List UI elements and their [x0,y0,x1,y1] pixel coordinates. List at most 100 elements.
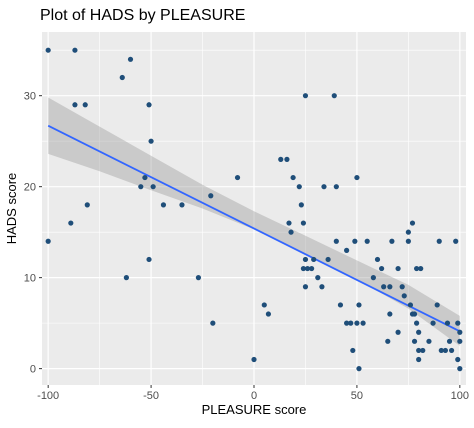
data-point [444,320,451,326]
data-point [300,265,306,272]
data-point [352,238,358,244]
data-point [333,238,339,244]
data-point [150,184,156,190]
data-point [416,329,422,335]
data-point [68,220,74,226]
y-tick-label: 10 [24,273,36,285]
data-point [416,356,422,363]
y-tick-label: 30 [24,91,36,103]
data-point [387,284,393,290]
data-point [399,284,405,290]
data-point [311,256,317,263]
x-tick-label: 50 [351,390,363,402]
data-point [302,284,309,290]
data-point [146,256,152,263]
data-point [45,238,51,244]
data-point [414,265,420,272]
data-point [379,265,385,272]
data-point [411,338,418,344]
data-point [381,284,387,290]
data-point [457,366,463,372]
data-point [434,302,440,308]
data-point [344,320,350,326]
data-point [455,320,461,326]
data-point [350,347,356,354]
data-point [405,229,411,235]
data-point [195,275,202,281]
data-point [348,320,354,326]
data-point [354,174,360,181]
data-point [395,265,401,272]
data-points [45,47,463,372]
data-point [414,320,420,326]
data-point [265,311,272,317]
data-point [446,338,453,344]
data-point [300,220,306,226]
data-point [411,311,418,317]
data-point [72,47,78,53]
data-point [84,202,90,208]
data-point [389,238,395,244]
data-point [290,174,296,181]
data-point [251,356,257,363]
data-point [426,338,432,344]
data-point [453,238,459,244]
data-point [148,138,154,144]
data-point [208,193,214,199]
data-point [409,220,416,226]
data-point [385,338,391,344]
data-point [261,302,267,308]
data-point [72,102,78,108]
data-point [354,320,360,326]
data-point [331,93,337,99]
data-point [325,256,331,263]
data-point [284,156,290,162]
y-axis-label: HADS score [4,173,19,245]
data-point [304,265,311,272]
data-point [370,275,376,281]
data-point [436,238,442,244]
data-point [364,238,370,244]
data-point [430,320,436,326]
data-point [442,347,449,354]
data-point [286,220,292,226]
data-point [127,56,134,62]
data-point [288,229,294,235]
data-point [119,74,125,81]
data-point [344,247,350,253]
data-point [438,347,444,354]
x-tick-label: 0 [251,390,257,402]
data-point [296,184,302,190]
data-point [407,302,414,308]
data-point [401,293,407,299]
data-point [138,184,144,190]
data-point [387,311,393,317]
major-gridlines [42,32,466,385]
chart-title: Plot of HADS by PLEASURE [40,7,245,24]
data-point [333,184,339,190]
data-point [395,329,401,335]
data-point [405,238,411,244]
data-point [337,302,344,308]
data-point [420,347,426,354]
data-point [418,265,424,272]
x-tick-label: -50 [143,390,159,402]
data-point [457,329,463,335]
data-point [146,102,152,108]
x-axis-ticks: -100 -50 0 50 100 [37,385,469,402]
y-axis-ticks: 0 10 20 30 [24,91,42,376]
data-point [448,347,455,354]
data-point [234,174,241,181]
data-point [210,320,216,326]
y-tick-label: 20 [24,182,36,194]
x-axis-label: PLEASURE score [202,402,307,417]
data-point [416,347,422,354]
data-point [356,302,362,308]
data-point [278,156,284,162]
y-tick-label: 0 [30,364,36,376]
data-point [302,256,309,263]
data-point [45,47,51,53]
data-point [457,338,463,344]
data-point [82,102,88,108]
